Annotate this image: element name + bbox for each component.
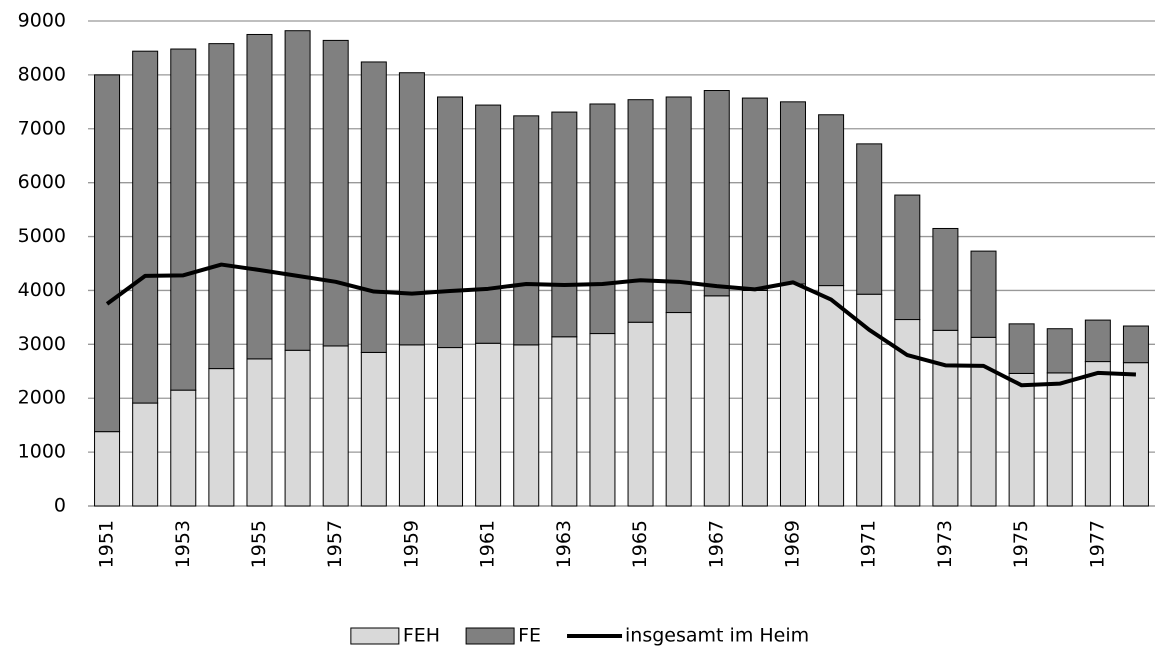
legend-label: FEH: [403, 625, 440, 647]
bar: [360, 61, 387, 353]
bar: [513, 115, 540, 346]
bar: [741, 289, 768, 507]
y-tick-label: 5000: [18, 225, 66, 247]
bar: [741, 97, 768, 291]
bar: [398, 344, 425, 507]
bar: [208, 368, 235, 507]
x-tick-label: 1959: [400, 520, 422, 568]
bar: [513, 344, 540, 507]
bar: [551, 111, 578, 338]
bar: [970, 336, 997, 507]
y-tick-label: 4000: [18, 279, 66, 301]
y-tick-label: 8000: [18, 63, 66, 85]
y-tick-label: 7000: [18, 117, 66, 139]
bar: [627, 321, 654, 507]
bar: [932, 227, 959, 331]
legend-swatch: [465, 627, 515, 645]
bar: [94, 431, 121, 507]
bar: [94, 74, 121, 433]
bar: [284, 30, 311, 351]
bar: [894, 194, 921, 321]
bar: [437, 347, 464, 507]
bar: [284, 349, 311, 507]
bar: [132, 50, 159, 404]
y-tick-label: 2000: [18, 387, 66, 409]
bar: [627, 99, 654, 323]
bar: [932, 329, 959, 507]
bar: [589, 103, 616, 335]
legend-label: FE: [518, 625, 541, 647]
bar: [475, 104, 502, 344]
bar: [1084, 319, 1111, 363]
y-tick-label: 3000: [18, 333, 66, 355]
bar: [1046, 328, 1073, 374]
x-tick-label: 1975: [1010, 520, 1032, 568]
bar: [779, 283, 806, 507]
bar: [779, 101, 806, 285]
bar: [551, 336, 578, 507]
x-tick-label: 1957: [324, 520, 346, 568]
bar: [818, 285, 845, 507]
bar: [322, 345, 349, 507]
bar: [1084, 361, 1111, 507]
bar: [360, 351, 387, 507]
legend-swatch: [350, 627, 400, 645]
legend: FEH FE insgesamt im Heim: [350, 625, 809, 647]
y-tick-label: 0: [54, 495, 66, 517]
line: [105, 262, 1137, 388]
bar: [322, 39, 349, 347]
x-tick-label: 1953: [172, 520, 194, 568]
bar: [703, 90, 730, 297]
bar: [475, 342, 502, 507]
bar: [665, 96, 692, 314]
bar: [856, 293, 883, 507]
x-tick-label: 1971: [858, 520, 880, 568]
x-tick-label: 1977: [1086, 520, 1108, 568]
x-tick-label: 1963: [553, 520, 575, 568]
x-tick-label: 1967: [705, 520, 727, 568]
bar: [246, 33, 273, 360]
bar: [398, 72, 425, 346]
x-tick-label: 1961: [477, 520, 499, 568]
bar: [665, 312, 692, 507]
bar: [208, 43, 235, 370]
bar: [818, 114, 845, 287]
bar: [1122, 362, 1149, 507]
y-tick-label: 6000: [18, 171, 66, 193]
bar: [589, 333, 616, 507]
bar: [1046, 372, 1073, 507]
x-tick-label: 1955: [248, 520, 270, 568]
legend-label: insgesamt im Heim: [625, 625, 809, 647]
bar: [1008, 323, 1035, 374]
bar: [703, 295, 730, 507]
y-tick-label: 1000: [18, 441, 66, 463]
bar: [437, 96, 464, 349]
bar: [132, 402, 159, 507]
x-tick-label: 1973: [934, 520, 956, 568]
bar: [170, 389, 197, 507]
x-tick-label: 1965: [629, 520, 651, 568]
bar: [170, 48, 197, 391]
x-tick-label: 1951: [96, 520, 118, 568]
bar: [246, 358, 273, 507]
y-tick-label: 9000: [18, 10, 66, 32]
bar: [970, 250, 997, 338]
x-tick-label: 1969: [781, 520, 803, 568]
bar: [1122, 325, 1149, 364]
bar: [1008, 372, 1035, 507]
bar: [856, 143, 883, 295]
